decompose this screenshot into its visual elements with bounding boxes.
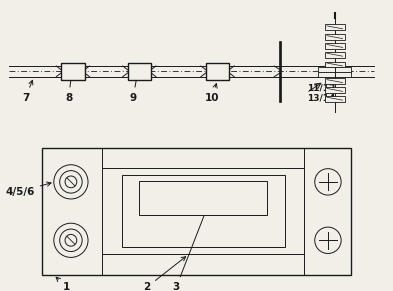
Bar [206, 63, 229, 80]
Text: 2: 2 [143, 257, 185, 291]
Bar [325, 43, 345, 49]
Circle shape [65, 176, 77, 188]
Circle shape [315, 227, 341, 253]
Bar [325, 34, 345, 40]
Bar [325, 87, 345, 93]
Bar [325, 24, 345, 30]
Bar [42, 148, 351, 275]
Text: 9: 9 [130, 67, 140, 103]
Text: 8: 8 [65, 67, 74, 103]
Text: 1: 1 [56, 277, 70, 291]
Text: 7: 7 [22, 80, 33, 103]
Bar [318, 72, 351, 77]
Bar [128, 63, 151, 80]
Circle shape [315, 169, 341, 195]
Bar [325, 96, 345, 102]
Text: 4/5/6: 4/5/6 [6, 182, 51, 197]
Bar [325, 78, 345, 84]
Text: 10: 10 [205, 84, 219, 103]
Bar [61, 63, 84, 80]
Text: 13/14: 13/14 [307, 94, 336, 103]
Circle shape [65, 235, 77, 246]
Circle shape [54, 223, 88, 258]
Bar [122, 175, 285, 247]
Circle shape [54, 165, 88, 199]
Circle shape [60, 229, 82, 251]
Bar [140, 181, 267, 215]
Text: 3: 3 [173, 205, 209, 291]
Circle shape [60, 171, 82, 193]
Bar [318, 67, 351, 72]
Text: 11/12: 11/12 [307, 84, 336, 93]
Bar [325, 62, 345, 68]
Bar [325, 52, 345, 58]
